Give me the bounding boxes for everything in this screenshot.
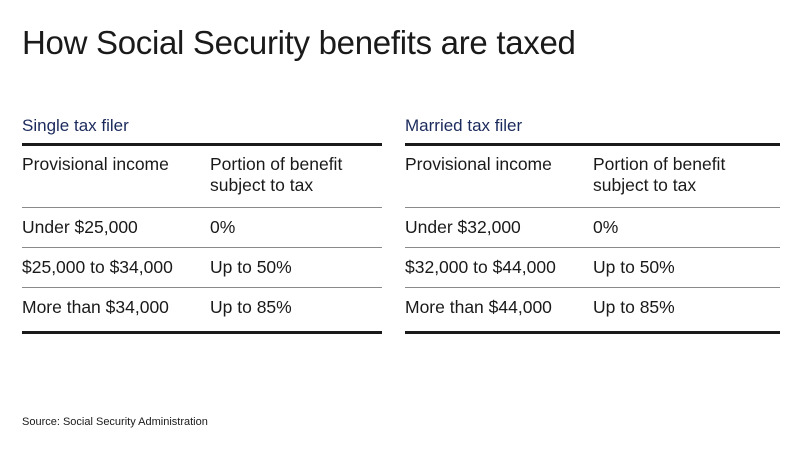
header-rule [405,143,780,146]
source-note: Source: Social Security Administration [22,416,208,428]
table-cell: Up to 50% [593,257,675,277]
page-title: How Social Security benefits are taxed [22,24,576,61]
column-header: Provisional income [405,154,552,174]
table-cell: Up to 85% [593,297,675,317]
table-cell: $32,000 to $44,000 [405,257,556,277]
table-cell: Under $25,000 [22,217,138,237]
bottom-rule [22,331,382,334]
table: Single tax filer Provisional income Portio… [22,116,382,346]
table-cell: $25,000 to $34,000 [22,257,173,277]
table-cell: Up to 85% [210,297,292,317]
row-rule [22,287,382,288]
row-rule [405,207,780,208]
table-cell: Up to 50% [210,257,292,277]
row-rule [22,207,382,208]
table-cell: Under $32,000 [405,217,521,237]
table-cell: 0% [210,217,236,237]
column-header: Portion of benefit subject to tax [210,154,343,195]
column-header: Provisional income [22,154,169,174]
table-cell: 0% [593,217,619,237]
table-cell: More than $34,000 [22,297,169,317]
table-heading: Single tax filer [22,116,129,135]
column-header: Portion of benefit subject to tax [593,154,726,195]
table: Married tax filer Provisional income Porti… [405,116,780,346]
header-rule [22,143,382,146]
row-rule [405,287,780,288]
table-cell: More than $44,000 [405,297,552,317]
table-heading: Married tax filer [405,116,523,135]
row-rule [22,247,382,248]
row-rule [405,247,780,248]
bottom-rule [405,331,780,334]
